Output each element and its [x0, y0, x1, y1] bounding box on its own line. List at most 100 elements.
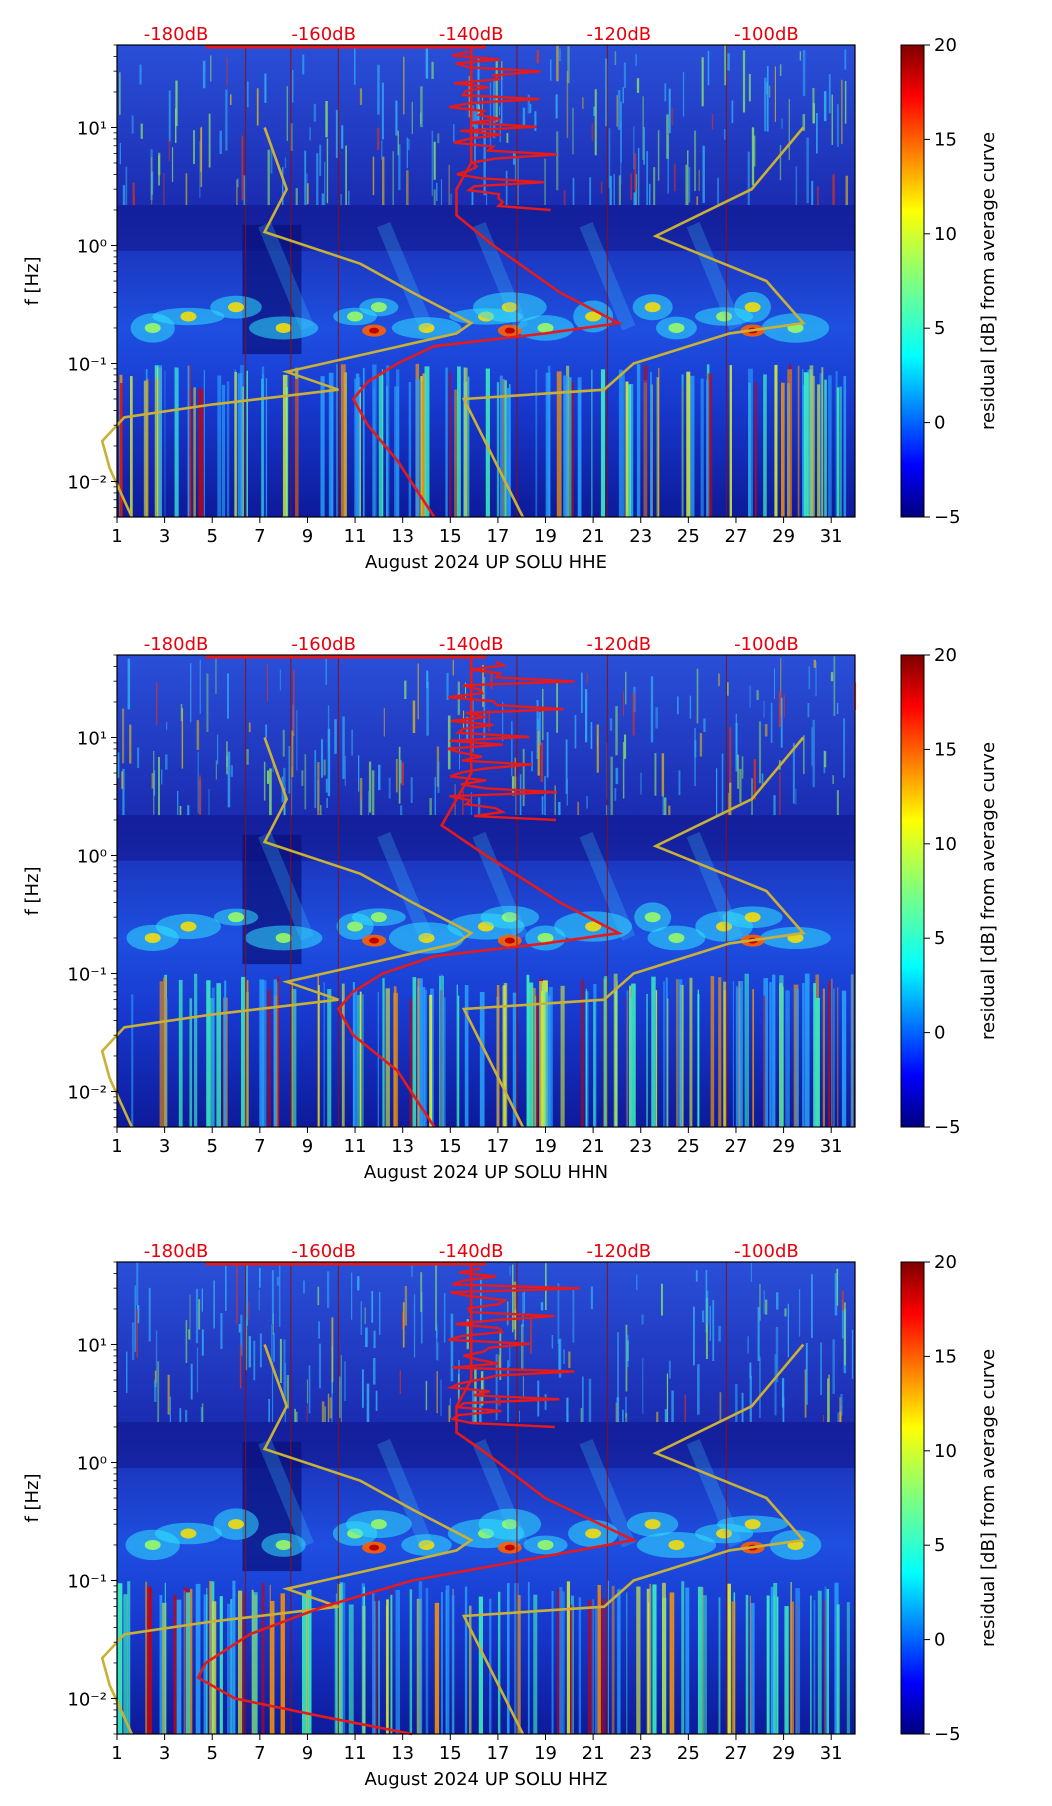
db-label: -140dB	[439, 24, 504, 45]
colorbar-tick-label: 15	[934, 739, 957, 760]
x-tick-label: 1	[111, 526, 122, 547]
y-axis-label: f [Hz]	[22, 256, 43, 305]
x-tick-label: 31	[820, 1743, 843, 1764]
yellow-noise-model-high	[461, 736, 806, 1128]
x-tick-label: 29	[772, 526, 795, 547]
y-axis-label: f [Hz]	[22, 866, 43, 915]
x-tick-label: 19	[534, 1136, 557, 1157]
red-curve-high-frequency	[448, 50, 557, 212]
x-axis-label: August 2024 UP SOLU HHZ	[364, 1769, 607, 1790]
colorbar-tick-label: −5	[934, 1117, 961, 1138]
x-tick-label: 1	[111, 1136, 122, 1157]
x-tick-label: 9	[302, 1136, 313, 1157]
colorbar	[900, 44, 925, 518]
colorbar-tick-label: 20	[934, 1252, 957, 1273]
db-label: -120dB	[587, 1241, 652, 1262]
db-label: -100dB	[734, 1241, 799, 1262]
x-tick-label: 25	[677, 1136, 700, 1157]
red-average-curve	[336, 655, 624, 1128]
colorbar-tick-label: 5	[934, 318, 945, 339]
y-tick-label: 10⁻¹	[67, 354, 107, 375]
x-tick-label: 31	[820, 526, 843, 547]
x-tick-label: 15	[439, 1136, 462, 1157]
colorbar-tick-label: 20	[934, 645, 957, 666]
low-frequency-streaks	[131, 973, 854, 1127]
low-frequency-streaks	[119, 363, 847, 517]
db-label: -160dB	[291, 1241, 356, 1262]
y-tick-label: 10⁰	[77, 1453, 107, 1474]
x-tick-label: 21	[582, 1743, 605, 1764]
y-tick-label: 10¹	[77, 118, 107, 139]
colorbar-tick-label: 5	[934, 1535, 945, 1556]
x-tick-label: 17	[486, 1743, 509, 1764]
colorbar-tick-label: 10	[934, 224, 957, 245]
y-tick-label: 10¹	[77, 1335, 107, 1356]
x-tick-label: 25	[677, 1743, 700, 1764]
y-tick-label: 10⁻¹	[67, 1571, 107, 1592]
y-tick-label: 10⁻²	[67, 1689, 107, 1710]
x-tick-label: 5	[206, 1743, 217, 1764]
colorbar-tick-label: 0	[934, 1630, 945, 1651]
x-tick-label: 13	[391, 1743, 414, 1764]
low-energy-band	[117, 205, 855, 251]
y-tick-label: 10⁻²	[67, 1082, 107, 1103]
x-tick-label: 7	[254, 526, 265, 547]
low-energy-band	[117, 1422, 855, 1468]
x-tick-label: 29	[772, 1743, 795, 1764]
x-tick-label: 23	[629, 526, 652, 547]
db-label: -180dB	[144, 1241, 209, 1262]
x-tick-label: 27	[725, 526, 748, 547]
colorbar-tick-label: 10	[934, 834, 957, 855]
db-label: -160dB	[291, 24, 356, 45]
db-label: -180dB	[144, 634, 209, 655]
db-label: -120dB	[587, 634, 652, 655]
yellow-noise-model-low	[100, 737, 474, 1128]
x-tick-label: 13	[391, 1136, 414, 1157]
x-tick-label: 27	[725, 1136, 748, 1157]
y-tick-label: 10⁻²	[67, 472, 107, 493]
x-tick-label: 23	[629, 1136, 652, 1157]
db-label: -180dB	[144, 24, 209, 45]
x-tick-label: 31	[820, 1136, 843, 1157]
x-axis-label: August 2024 UP SOLU HHN	[364, 1162, 608, 1183]
colorbar-tick-label: 15	[934, 1346, 957, 1367]
y-tick-label: 10⁻¹	[67, 964, 107, 985]
y-axis-label: f [Hz]	[22, 1473, 43, 1522]
colorbar-label: residual [dB] from average curve	[978, 742, 999, 1040]
x-tick-label: 21	[582, 526, 605, 547]
red-curve-high-frequency	[447, 660, 575, 822]
colorbar-tick-label: −5	[934, 507, 961, 528]
colorbar-tick-label: 0	[934, 1023, 945, 1044]
colorbar-tick-label: 0	[934, 413, 945, 434]
x-tick-label: 27	[725, 1743, 748, 1764]
x-tick-label: 11	[344, 1136, 367, 1157]
red-average-curve	[351, 45, 624, 518]
y-tick-label: 10¹	[77, 728, 107, 749]
yellow-noise-model-high	[461, 1343, 806, 1735]
x-tick-label: 17	[486, 526, 509, 547]
x-tick-label: 19	[534, 1743, 557, 1764]
x-tick-label: 17	[486, 1136, 509, 1157]
colorbar-label: residual [dB] from average curve	[978, 1349, 999, 1647]
microseism-blobs	[126, 832, 831, 954]
x-tick-label: 29	[772, 1136, 795, 1157]
x-tick-label: 15	[439, 526, 462, 547]
colorbar-tick-label: 5	[934, 928, 945, 949]
yellow-noise-model-low	[100, 127, 474, 518]
colorbar	[900, 1261, 925, 1735]
db-label: -140dB	[439, 1241, 504, 1262]
y-tick-label: 10⁰	[77, 846, 107, 867]
x-tick-label: 21	[582, 1136, 605, 1157]
db-label: -140dB	[439, 634, 504, 655]
microseism-blobs	[125, 1439, 822, 1561]
colorbar-tick-label: 15	[934, 129, 957, 150]
x-tick-label: 7	[254, 1743, 265, 1764]
yellow-noise-model-high	[461, 126, 806, 518]
x-tick-label: 13	[391, 526, 414, 547]
x-tick-label: 5	[206, 526, 217, 547]
x-tick-label: 11	[344, 1743, 367, 1764]
